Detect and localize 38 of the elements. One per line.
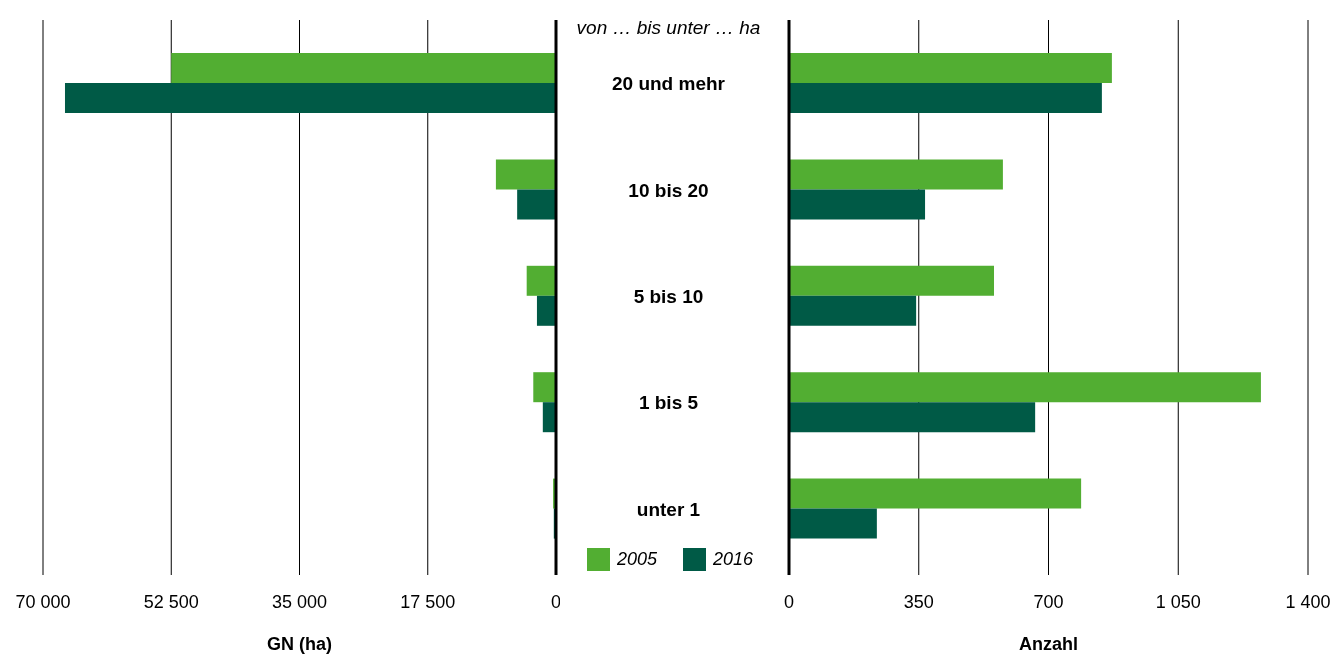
y-tick-label: 5 bis 10: [633, 286, 704, 307]
legend-label: 2016: [713, 549, 754, 570]
x-tick-label: 350: [903, 591, 934, 612]
y-tick-label: unter 1: [636, 498, 701, 520]
bar: [495, 159, 556, 190]
x-tick-label: 1 050: [1155, 591, 1201, 612]
x-tick-label: 1 400: [1285, 591, 1331, 612]
x-axis-title: GN (ha): [267, 634, 332, 654]
x-tick-label: 35 000: [271, 591, 328, 612]
y-tick-label: 1 bis 5: [638, 392, 699, 414]
bar: [64, 83, 556, 113]
bar: [171, 53, 556, 83]
bar: [789, 508, 877, 539]
bar: [789, 159, 1003, 190]
y-axis-title: von … bis unter … ha: [575, 17, 762, 39]
x-tick-label: 17 500: [400, 591, 456, 612]
bar: [789, 402, 1036, 433]
bar: [789, 83, 1102, 113]
x-tick-label: 70 000: [15, 591, 71, 612]
x-tick-label: 700: [1033, 591, 1064, 612]
y-tick-label: 20 und mehr: [612, 73, 726, 95]
bar: [533, 372, 556, 403]
bar: [789, 189, 926, 220]
bar: [526, 265, 556, 296]
x-tick-label: 0: [550, 591, 562, 612]
bar: [789, 53, 1112, 83]
y-tick-label: 10 bis 20: [628, 179, 709, 201]
bar: [789, 372, 1261, 403]
x-tick-label: 52 500: [143, 591, 199, 612]
bar: [536, 295, 556, 326]
bar: [789, 295, 917, 326]
legend-label: 2005: [617, 549, 658, 570]
x-axis-title: Anzahl: [1018, 634, 1079, 654]
bar: [789, 478, 1082, 509]
bar: [517, 189, 556, 220]
bar: [542, 402, 556, 433]
x-tick-label: 0: [783, 591, 795, 612]
bar: [789, 265, 995, 296]
